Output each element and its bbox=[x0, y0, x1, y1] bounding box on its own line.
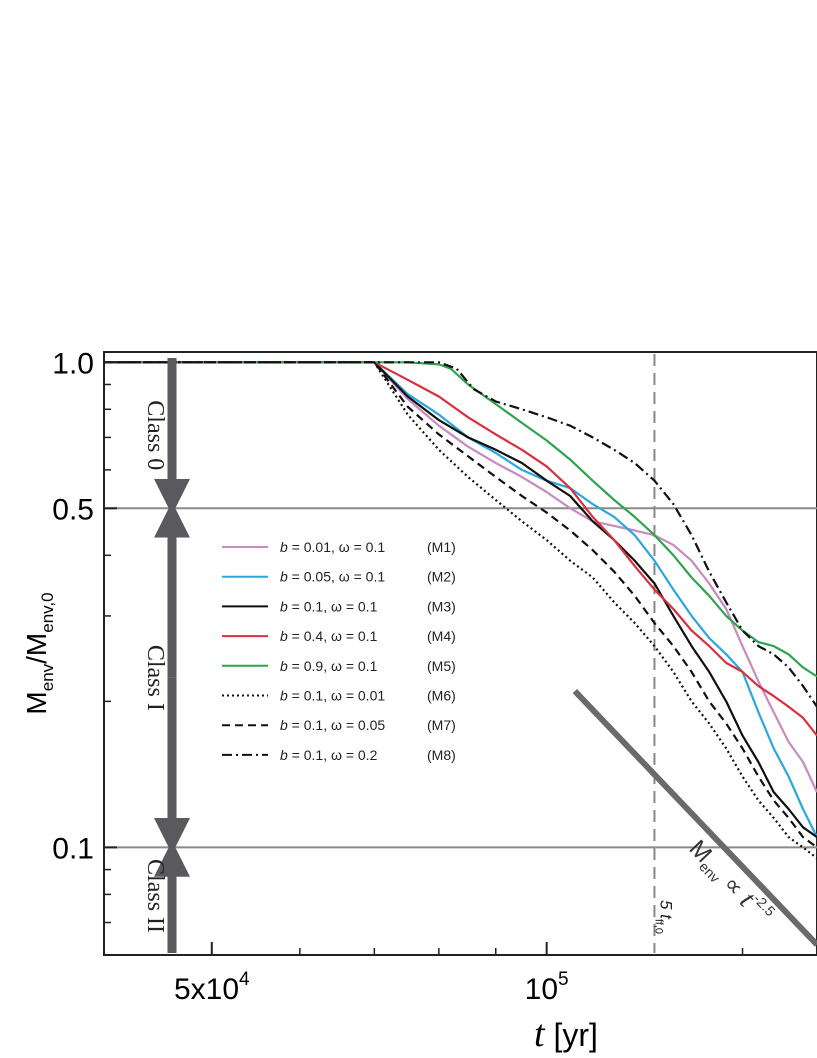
legend-b-val: = 0.1, bbox=[288, 688, 331, 704]
legend-entry-m2: b = 0.05, ω = 0.1 (M2) bbox=[280, 569, 456, 585]
legend-b-val: = 0.05, bbox=[288, 569, 339, 585]
legend-b: b bbox=[280, 569, 288, 585]
y-tick-label: 1.0 bbox=[52, 347, 94, 380]
y-axis-label-sub2: env,0 bbox=[38, 592, 57, 632]
legend-tag: (M6) bbox=[427, 688, 456, 704]
legend-omega: ω bbox=[331, 658, 342, 674]
legend-entry-m7: b = 0.1, ω = 0.05 (M7) bbox=[280, 717, 456, 733]
legend-b: b bbox=[280, 539, 288, 555]
legend-entry-m5: b = 0.9, ω = 0.1 (M5) bbox=[280, 658, 456, 674]
legend-w-val: = 0.1 bbox=[342, 628, 378, 644]
series-line-m1 bbox=[104, 361, 817, 793]
legend-w-val: = 0.1 bbox=[342, 658, 378, 674]
freefall-label-sub: ff,0 bbox=[652, 919, 664, 934]
legend-entry-m4: b = 0.4, ω = 0.1 (M4) bbox=[280, 628, 456, 644]
class-label-2: Class II bbox=[142, 859, 168, 933]
class-boundaries bbox=[104, 507, 817, 849]
legend-w-val: = 0.01 bbox=[342, 688, 385, 704]
legend-tag: (M7) bbox=[427, 717, 456, 733]
x-axis-label: t [yr] bbox=[534, 1013, 598, 1055]
series-line-m3 bbox=[104, 361, 817, 839]
x-tick-base: 5x10 bbox=[174, 973, 239, 1006]
legend-omega: ω bbox=[331, 628, 342, 644]
legend-b: b bbox=[280, 628, 288, 644]
x-tick-exp: 5 bbox=[558, 969, 569, 990]
legend-w-val: = 0.1 bbox=[350, 539, 386, 555]
series-line-m5 bbox=[104, 361, 817, 678]
legend-omega: ω bbox=[331, 747, 342, 763]
legend-b: b bbox=[280, 747, 288, 763]
y-axis-label-m: M bbox=[21, 691, 52, 714]
legend-b: b bbox=[280, 688, 288, 704]
legend-entry-m1: b = 0.01, ω = 0.1 (M1) bbox=[280, 539, 456, 555]
legend-w-val: = 0.1 bbox=[342, 598, 378, 614]
legend-tag: (M1) bbox=[427, 539, 456, 555]
y-axis-label-mid: /M bbox=[21, 633, 52, 664]
series-line-m6 bbox=[104, 361, 817, 860]
x-tick-label: 105 bbox=[525, 969, 569, 1006]
y-axis-label: Menv/Menv,0 bbox=[21, 592, 57, 714]
series-line-m2 bbox=[104, 361, 817, 838]
series-line-m4 bbox=[104, 361, 817, 737]
x-tick-exp: 4 bbox=[239, 969, 250, 990]
class-label-1: Class I bbox=[142, 645, 168, 711]
y-axis-label-sub1: env bbox=[38, 663, 57, 691]
series-lines bbox=[104, 361, 817, 860]
series-line-m7 bbox=[104, 361, 817, 849]
x-tick-base: 10 bbox=[525, 973, 558, 1006]
axis-ticks: 1.0 0.5 0.1 5x104 105 bbox=[52, 347, 744, 1006]
legend-w-val: = 0.1 bbox=[350, 569, 386, 585]
legend-omega: ω bbox=[339, 569, 350, 585]
class-arrows: Class 0 Class I Class II bbox=[142, 358, 190, 953]
legend-omega: ω bbox=[331, 598, 342, 614]
x-axis-label-var: t bbox=[534, 1013, 546, 1055]
series-line-m8 bbox=[104, 361, 817, 708]
x-tick-label: 5x104 bbox=[174, 969, 250, 1006]
axis-labels: t [yr] Menv/Menv,0 bbox=[21, 592, 598, 1055]
freefall-marker: 5 tff,0 bbox=[652, 354, 675, 953]
legend-tag: (M4) bbox=[427, 628, 456, 644]
legend-b-val: = 0.01, bbox=[288, 539, 339, 555]
legend-tag: (M3) bbox=[427, 598, 456, 614]
legend-omega: ω bbox=[339, 539, 350, 555]
y-tick-label: 0.1 bbox=[52, 832, 94, 865]
legend-b-val: = 0.4, bbox=[288, 628, 331, 644]
freefall-label: 5 tff,0 bbox=[652, 900, 675, 934]
x-axis-label-unit: [yr] bbox=[545, 1017, 598, 1053]
legend-b: b bbox=[280, 717, 288, 733]
legend-b: b bbox=[280, 658, 288, 674]
legend-tag: (M5) bbox=[427, 658, 456, 674]
legend-omega: ω bbox=[331, 688, 342, 704]
legend-b: b bbox=[280, 598, 288, 614]
legend-tag: (M2) bbox=[427, 569, 456, 585]
legend-entry-m6: b = 0.1, ω = 0.01 (M6) bbox=[280, 688, 456, 704]
legend-entry-m8: b = 0.1, ω = 0.2 (M8) bbox=[280, 747, 456, 763]
power-law-slope-line bbox=[572, 688, 817, 947]
plot-frame bbox=[103, 351, 817, 956]
legend-b-val: = 0.9, bbox=[288, 658, 331, 674]
legend-omega: ω bbox=[331, 717, 342, 733]
legend: b = 0.01, ω = 0.1 (M1) b = 0.05, ω = 0.1 (M… bbox=[222, 539, 456, 763]
class-label-0: Class 0 bbox=[142, 400, 168, 470]
y-tick-label: 0.5 bbox=[52, 493, 94, 526]
legend-w-val: = 0.05 bbox=[342, 717, 385, 733]
legend-w-val: = 0.2 bbox=[342, 747, 378, 763]
legend-entry-m3: b = 0.1, ω = 0.1 (M3) bbox=[280, 598, 456, 614]
legend-b-val: = 0.1, bbox=[288, 598, 331, 614]
freefall-label-main: 5 t bbox=[656, 900, 675, 920]
legend-tag: (M8) bbox=[427, 747, 456, 763]
legend-b-val: = 0.1, bbox=[288, 717, 331, 733]
legend-b-val: = 0.1, bbox=[288, 747, 331, 763]
